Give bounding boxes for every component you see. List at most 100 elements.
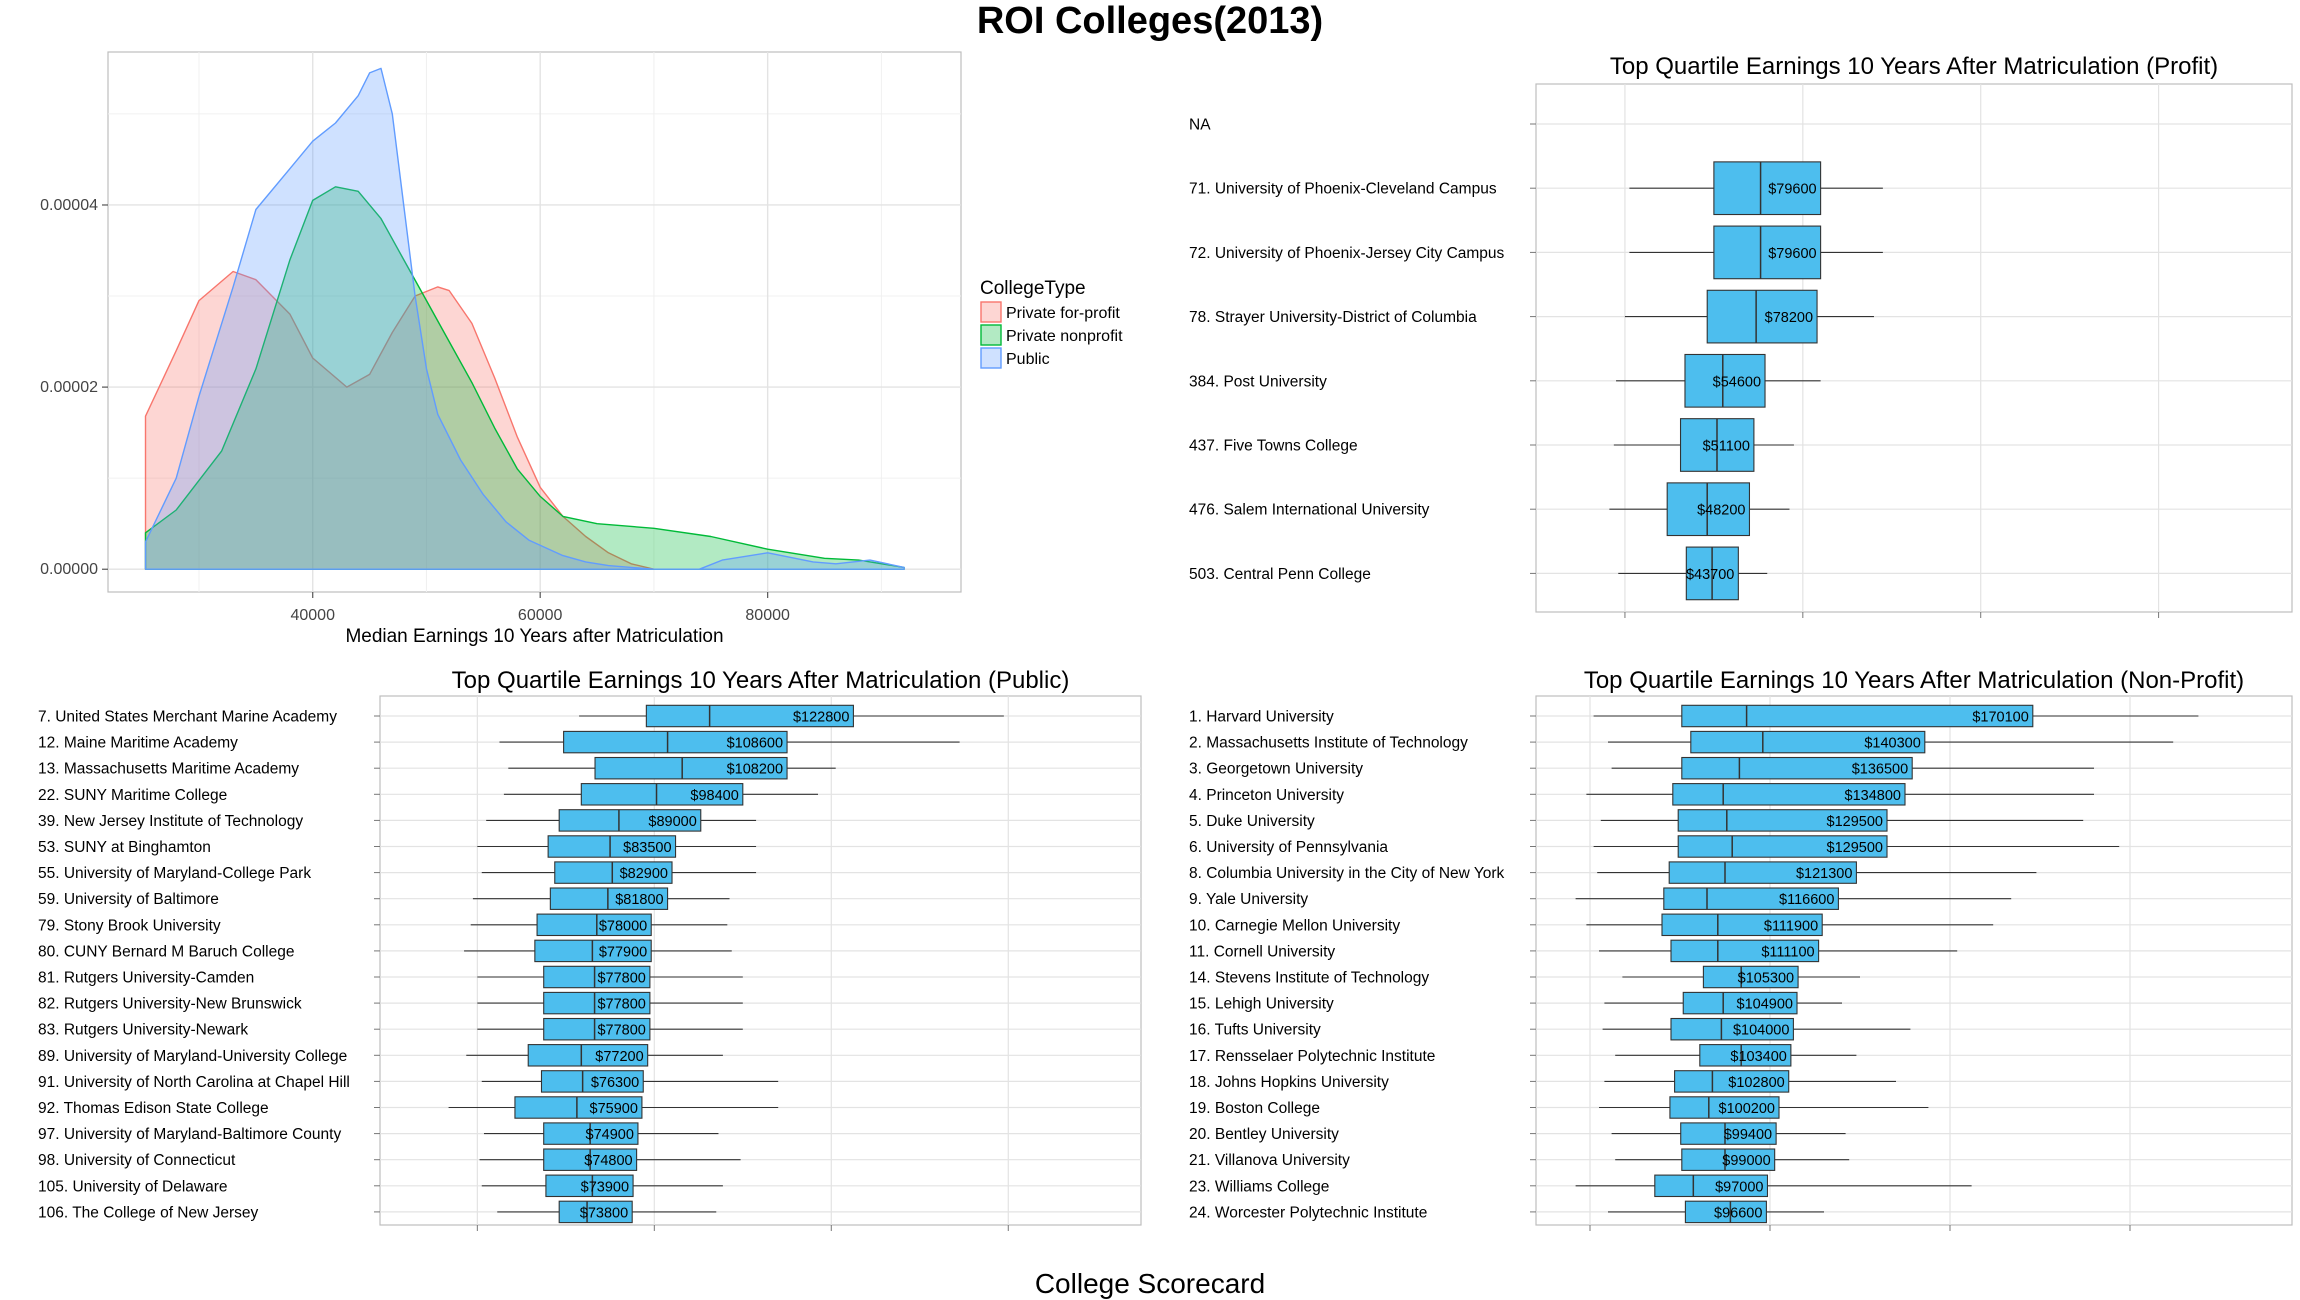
box-iqr [540,1070,644,1093]
x-tick-label: 40000 [290,607,335,624]
y-tick-label: 0.00000 [40,561,98,578]
density-area-private-for-profit [144,270,655,570]
category-label: 71. University of Phoenix-Cleveland Camp… [1189,181,1497,198]
value-label: $104900 [1737,997,1793,1013]
public-panel: Top Quartile Earnings 10 Years After Mat… [38,667,1142,1231]
box-iqr [1677,809,1888,832]
panel-title: Top Quartile Earnings 10 Years After Mat… [452,667,1070,694]
box-plot-border [379,695,1142,1226]
category-label: 97. University of Maryland-Baltimore Cou… [38,1126,341,1143]
category-label: 13. Massachusetts Maritime Academy [38,761,299,778]
box-iqr [1661,913,1823,937]
value-label: $129500 [1827,840,1883,856]
category-label: 6. University of Pennsylvania [1189,839,1388,856]
value-label: $74800 [584,1153,632,1169]
category-label: 24. Worcester Polytechnic Institute [1189,1204,1427,1221]
nonprofit-panel: Top Quartile Earnings 10 Years After Mat… [1189,667,2293,1231]
value-label: $83500 [623,840,671,856]
panel-title: Top Quartile Earnings 10 Years After Mat… [1584,667,2244,694]
box-iqr [594,756,788,780]
value-label: $111900 [1764,918,1818,934]
box-iqr [1654,1174,1769,1198]
box-iqr [1713,225,1822,280]
value-label: $48200 [1697,503,1745,519]
box-iqr [1680,1122,1777,1145]
box-iqr [1670,939,1820,963]
legend-swatch [980,301,1002,323]
category-label: 7. United States Merchant Marine Academy [38,709,337,726]
category-label: 19. Boston College [1189,1100,1320,1117]
category-label: 14. Stevens Institute of Technology [1189,970,1429,987]
category-label: 21. Villanova University [1189,1152,1350,1169]
category-label: 503. Central Penn College [1189,566,1371,583]
category-label: 18. Johns Hopkins University [1189,1074,1389,1091]
category-label: 89. University of Maryland-University Co… [38,1048,347,1065]
category-label: 9. Yale University [1189,891,1308,908]
box-iqr [1690,730,1926,754]
value-label: $81800 [615,892,663,908]
category-label: 2. Massachusetts Institute of Technology [1189,735,1468,752]
box-iqr [1677,835,1888,858]
value-label: $78000 [599,918,647,934]
value-label: $129500 [1827,814,1883,830]
category-label: 80. CUNY Bernard M Baruch College [38,943,294,960]
panel-title: Top Quartile Earnings 10 Years After Mat… [1610,53,2218,80]
value-label: $170100 [1972,710,2028,726]
category-label: 1. Harvard University [1189,709,1334,726]
value-label: $108200 [727,762,783,778]
legend-swatch [980,324,1002,346]
value-label: $77800 [597,1023,645,1039]
value-label: $77900 [599,944,647,960]
value-label: $103400 [1730,1049,1786,1065]
value-label: $89000 [648,814,696,830]
box-iqr [527,1044,649,1067]
value-label: $104000 [1733,1023,1789,1039]
value-label: $75900 [590,1101,638,1117]
category-label: 10. Carnegie Mellon University [1189,917,1400,934]
legend-title: CollegeType [980,278,1086,299]
box-iqr [563,730,788,754]
x-tick-label: 80000 [745,607,790,624]
box-iqr [1684,1200,1767,1224]
box-iqr [1681,1148,1776,1171]
value-label: $122800 [793,710,849,726]
box-iqr [645,704,854,728]
value-label: $136500 [1852,762,1908,778]
value-label: $79600 [1768,246,1816,262]
category-label: 23. Williams College [1189,1178,1329,1195]
value-label: $73900 [581,1179,629,1195]
profit-panel: Top Quartile Earnings 10 Years After Mat… [1189,53,2293,618]
box-iqr [1681,704,2034,728]
category-label: 92. Thomas Edison State College [38,1100,269,1117]
value-label: $116600 [1779,892,1834,908]
category-label: 83. Rutgers University-Newark [38,1022,248,1039]
category-label: 15. Lehigh University [1189,996,1334,1013]
value-label: $121300 [1796,866,1852,882]
box-iqr [1674,1070,1790,1093]
density-area-private-nonprofit [144,186,905,570]
value-label: $54600 [1713,374,1761,390]
box-iqr [558,1200,633,1224]
box-iqr [1702,965,1799,989]
category-label: 106. The College of New Jersey [38,1204,259,1221]
box-iqr [545,1174,634,1198]
legend-label: Private for-profit [1006,305,1120,322]
density-area-public [144,67,905,570]
page-title: ROI Colleges(2013) [976,0,1324,42]
box-iqr [543,965,651,989]
value-label: $98400 [690,788,738,804]
box-plot-border [1535,695,2293,1226]
box-iqr [1672,783,1906,806]
category-label: 72. University of Phoenix-Jersey City Ca… [1189,245,1505,262]
category-label: 91. University of North Carolina at Chap… [38,1074,350,1091]
x-axis-label: Median Earnings 10 Years after Matricula… [345,626,723,647]
box-iqr [580,783,744,806]
category-label: 437. Five Towns College [1189,438,1358,455]
value-label: $77200 [595,1049,643,1065]
value-label: $102800 [1728,1075,1784,1091]
category-label: 12. Maine Maritime Academy [38,735,238,752]
value-label: $77800 [597,997,645,1013]
box-iqr [543,1017,651,1041]
box-iqr [1668,861,1857,884]
